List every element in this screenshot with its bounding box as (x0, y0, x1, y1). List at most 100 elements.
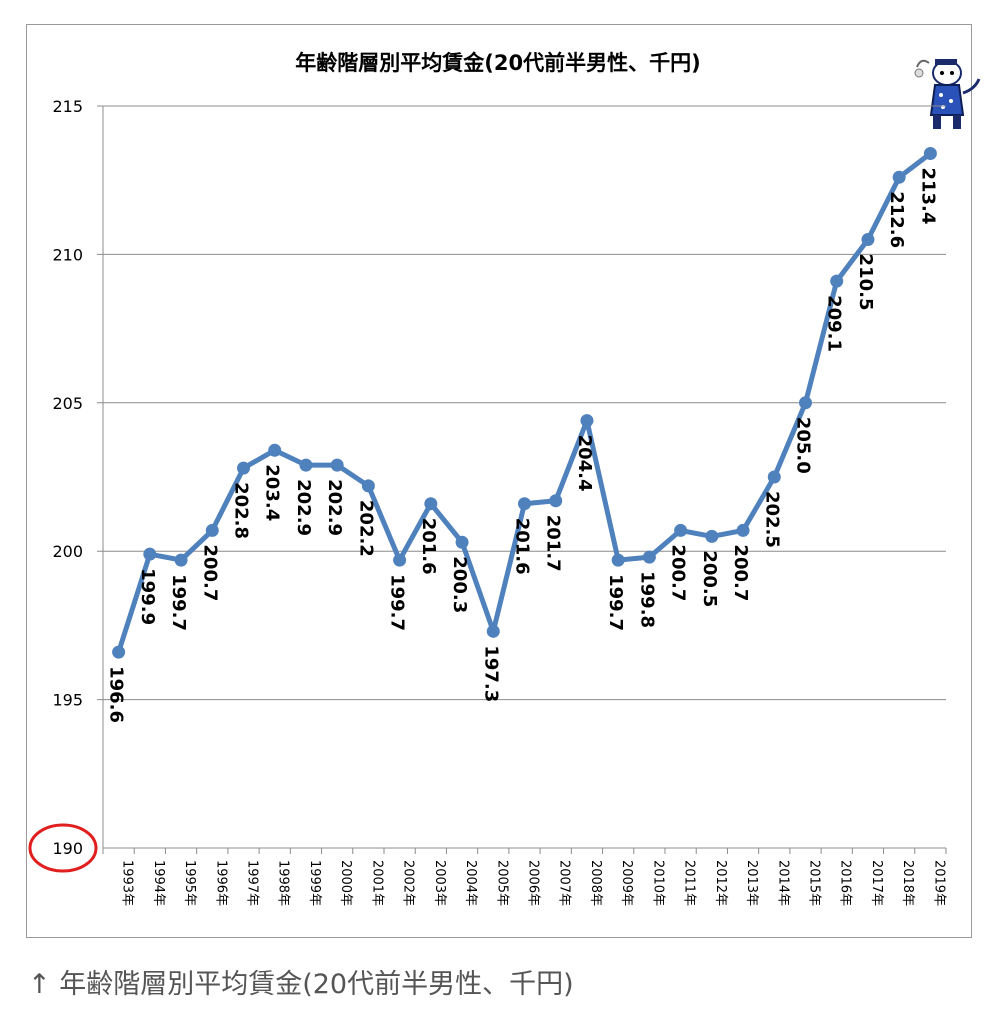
data-point (455, 535, 469, 549)
data-label: 210.5 (855, 254, 876, 311)
data-point (830, 274, 844, 288)
data-label: 200.7 (730, 544, 751, 601)
y-tick-label: 200 (52, 542, 83, 561)
x-tick-label: 1996年 (213, 860, 228, 906)
data-point (299, 458, 313, 472)
data-labels: 196.6 199.9 199.7 200.7 202.8 203.4 202.9 202.9… (106, 167, 939, 723)
data-label: 209.1 (824, 295, 845, 352)
data-label: 204.4 (574, 435, 595, 492)
y-tick-label: 205 (52, 394, 83, 413)
chart-frame (26, 24, 981, 938)
x-tick-label: 2016年 (838, 860, 853, 906)
data-point (674, 523, 688, 537)
data-point (393, 553, 407, 567)
data-label: 200.7 (199, 544, 220, 601)
line-chart: 年齢階層別平均賃金(20代前半男性、千円) 190 195 200 205 210 215… (28, 51, 947, 906)
x-tick-label: 1998年 (276, 860, 291, 906)
x-tick-label: 2010年 (650, 860, 665, 906)
data-label: 200.5 (699, 550, 720, 607)
data-point (642, 550, 656, 564)
y-tick-label: 210 (52, 245, 83, 264)
data-label: 212.6 (886, 191, 907, 248)
data-point (923, 146, 937, 160)
data-point (112, 645, 126, 659)
annotations (28, 823, 98, 873)
data-label: 202.5 (761, 491, 782, 548)
data-label: 202.8 (231, 482, 252, 539)
data-label: 200.7 (668, 544, 689, 601)
x-tick-label: 2011年 (682, 860, 697, 906)
y-tick-label: 190 (52, 839, 83, 858)
data-point (518, 497, 531, 511)
x-tick-label: 2013年 (744, 860, 759, 906)
figure-caption: ↑ 年齢階層別平均賃金(20代前半男性、千円) (28, 969, 574, 1000)
data-point (237, 461, 250, 475)
data-label: 213.4 (917, 167, 938, 224)
data-label: 205.0 (793, 417, 814, 474)
data-label: 199.7 (168, 574, 189, 631)
x-tick-label: 2004年 (463, 860, 478, 906)
data-label: 196.6 (106, 666, 127, 723)
data-point (705, 529, 719, 543)
data-point (611, 553, 625, 567)
data-point (330, 458, 344, 472)
data-label: 203.4 (262, 464, 283, 521)
mascot-cat-icon (911, 53, 987, 135)
data-point (361, 479, 375, 493)
highlight-circle (28, 823, 98, 873)
x-tick-label: 1994年 (151, 860, 166, 906)
x-tick-label: 2002年 (401, 860, 416, 906)
x-tick-label: 2012年 (713, 860, 728, 906)
data-point (580, 414, 594, 428)
data-points (112, 146, 937, 659)
data-point (549, 494, 563, 508)
x-tick-label: 1997年 (245, 860, 260, 906)
x-tick-label: 2009年 (619, 860, 634, 906)
data-point (799, 396, 812, 410)
x-tick-label: 2007年 (557, 860, 572, 906)
x-tick-label: 2008年 (588, 860, 603, 906)
data-point (424, 497, 438, 511)
data-label: 201.6 (512, 518, 533, 575)
x-tick-label: 2019年 (931, 860, 946, 906)
x-tick-label: 2003年 (432, 860, 447, 906)
x-tick-label: 2000年 (338, 860, 353, 906)
x-tick-label: 1993年 (120, 860, 135, 906)
data-label: 199.8 (636, 571, 657, 628)
y-tick-label: 215 (52, 97, 83, 116)
x-tick-labels: 1993年 1994年 1995年 1996年 1997年 1998年 1999年 2000年… (120, 860, 947, 906)
data-label: 201.6 (418, 518, 439, 575)
chart-title: 年齢階層別平均賃金(20代前半男性、千円) (295, 51, 700, 75)
x-tick-label: 1995年 (182, 860, 197, 906)
y-tick-label: 195 (52, 691, 83, 710)
data-label: 200.3 (449, 556, 470, 613)
data-point (486, 624, 500, 638)
axes (102, 106, 947, 854)
x-tick-label: 2015年 (807, 860, 822, 906)
data-point (767, 470, 781, 484)
data-point (892, 170, 906, 184)
x-tick-label: 1999年 (307, 860, 322, 906)
data-label: 199.7 (387, 574, 408, 631)
x-tick-label: 2017年 (869, 860, 884, 906)
data-label: 201.7 (543, 515, 564, 572)
data-point (736, 523, 750, 537)
data-label: 199.7 (605, 574, 626, 631)
data-label: 202.9 (324, 479, 345, 536)
data-point (861, 233, 875, 247)
y-tick-labels: 190 195 200 205 210 215 (52, 97, 83, 858)
x-tick-label: 2018年 (900, 860, 915, 906)
data-label: 202.9 (293, 479, 314, 536)
data-label: 202.2 (355, 500, 376, 557)
x-tick-label: 2001年 (369, 860, 384, 906)
x-tick-label: 2014年 (775, 860, 790, 906)
gridlines (97, 105, 946, 701)
data-point (143, 547, 157, 561)
data-point (268, 443, 282, 457)
data-label: 199.9 (137, 568, 158, 625)
data-label: 197.3 (480, 645, 501, 702)
data-point (174, 553, 188, 567)
x-tick-label: 2006年 (526, 860, 541, 906)
data-point (205, 523, 219, 537)
x-tick-label: 2005年 (494, 860, 509, 906)
